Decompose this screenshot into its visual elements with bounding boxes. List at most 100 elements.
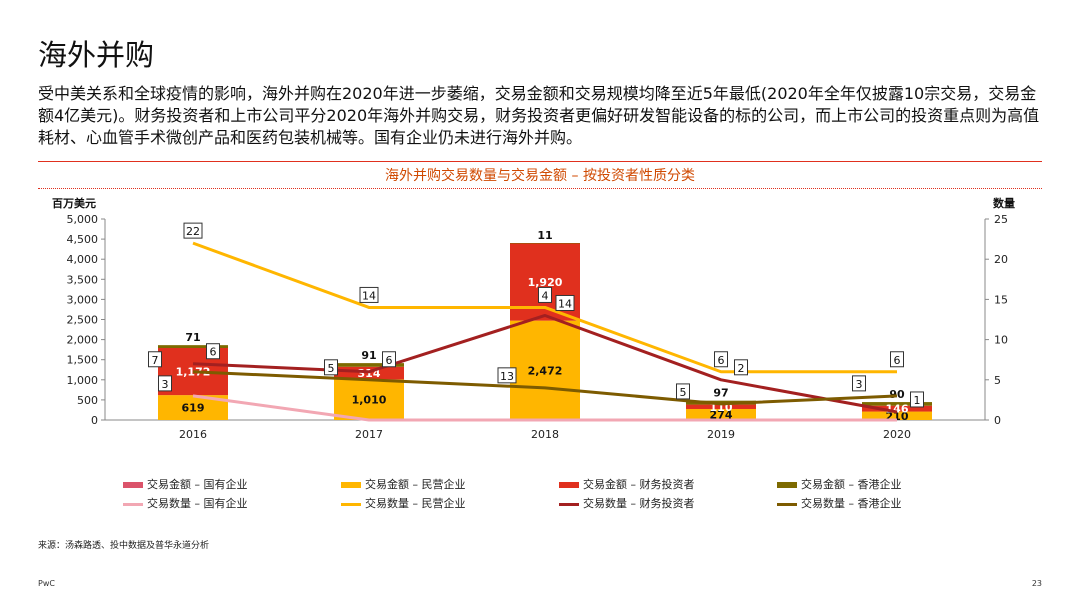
legend-item: 交易数量 – 国有企业 xyxy=(123,495,248,511)
series-line xyxy=(192,370,898,406)
left-tick-label: 3,000 xyxy=(67,293,99,306)
legend-label: 交易数量 – 香港企业 xyxy=(801,497,902,510)
line-value-label: 4 xyxy=(542,289,549,302)
legend-item: 交易数量 – 财务投资者 xyxy=(559,495,695,511)
line-value-box xyxy=(676,383,690,400)
x-tick-label: 2018 xyxy=(531,428,559,441)
series-line xyxy=(192,241,897,374)
line-value-label: 3 xyxy=(162,378,169,391)
left-tick-label: 500 xyxy=(77,394,98,407)
title-divider xyxy=(38,161,1042,162)
bar xyxy=(862,405,932,412)
bar-value-label: 11 xyxy=(537,229,552,242)
legend-item: 交易金额 – 财务投资者 xyxy=(559,476,695,492)
bar xyxy=(862,411,932,420)
line-value-box xyxy=(555,294,575,311)
line-value-label: 2 xyxy=(738,362,745,375)
right-tick-label: 10 xyxy=(994,334,1008,347)
bar-value-label: 619 xyxy=(182,402,205,415)
left-tick-label: 2,500 xyxy=(67,314,99,327)
line-value-label: 6 xyxy=(210,346,217,359)
legend-item: 交易数量 – 香港企业 xyxy=(777,495,902,511)
left-tick-label: 4,500 xyxy=(67,233,99,246)
line-value-label: 5 xyxy=(328,362,335,375)
legend-item: 交易金额 – 香港企业 xyxy=(777,476,902,492)
legend-swatch xyxy=(123,482,143,488)
bar xyxy=(686,408,756,420)
line-value-label: 14 xyxy=(558,297,572,310)
line-value-box xyxy=(852,375,866,392)
legend-swatch xyxy=(559,502,579,506)
legend-label: 交易数量 – 财务投资者 xyxy=(583,497,695,510)
bar xyxy=(334,379,404,420)
right-tick-label: 25 xyxy=(994,213,1008,226)
line-value-label: 6 xyxy=(894,354,901,367)
legend-label: 交易数量 – 国有企业 xyxy=(147,497,248,510)
line-value-label: 7 xyxy=(152,354,159,367)
line-value-box xyxy=(324,359,338,376)
bar xyxy=(686,404,756,409)
right-tick-label: 15 xyxy=(994,293,1008,306)
legend-swatch xyxy=(341,482,361,488)
footer-brand: PwC xyxy=(38,579,55,588)
series-line xyxy=(192,313,898,414)
page-title: 海外并购 xyxy=(38,38,155,72)
line-value-box xyxy=(910,391,924,408)
legend-label: 交易金额 – 财务投资者 xyxy=(583,478,695,491)
bar-value-label: 97 xyxy=(713,387,728,400)
right-tick-label: 0 xyxy=(994,414,1001,427)
bar xyxy=(510,320,580,420)
legend-label: 交易金额 – 香港企业 xyxy=(801,478,902,491)
bar-value-label: 274 xyxy=(710,408,733,421)
series-line xyxy=(192,394,897,422)
left-tick-label: 5,000 xyxy=(67,213,99,226)
bar xyxy=(158,345,228,349)
left-tick-label: 3,500 xyxy=(67,273,99,286)
left-axis-title: 百万美元 xyxy=(52,196,96,210)
x-tick-label: 2020 xyxy=(883,428,911,441)
bar-value-label: 2,472 xyxy=(528,364,563,377)
right-tick-label: 20 xyxy=(994,253,1008,266)
left-tick-label: 0 xyxy=(91,414,98,427)
line-value-label: 6 xyxy=(386,354,393,367)
chart-title-divider xyxy=(38,188,1042,189)
page-number: 23 xyxy=(1031,579,1042,588)
line-value-box xyxy=(183,222,203,239)
left-tick-label: 1,500 xyxy=(67,354,99,367)
line-value-box xyxy=(538,286,552,303)
source-note: 来源：汤森路透、投中数据及普华永道分析 xyxy=(38,541,210,551)
x-tick-label: 2017 xyxy=(355,428,383,441)
legend-swatch xyxy=(777,502,797,506)
legend-item: 交易金额 – 国有企业 xyxy=(123,476,248,492)
legend-item: 交易金额 – 民营企业 xyxy=(341,476,466,492)
line-value-label: 22 xyxy=(186,225,200,238)
legend-swatch xyxy=(777,482,797,488)
x-tick-label: 2019 xyxy=(707,428,735,441)
right-tick-label: 5 xyxy=(994,374,1001,387)
line-value-box xyxy=(734,359,748,376)
left-tick-label: 2,000 xyxy=(67,334,99,347)
chart-title: 海外并购交易数量与交易金额 – 按投资者性质分类 xyxy=(385,168,695,184)
bar-value-label: 1,010 xyxy=(352,394,387,407)
line-value-box xyxy=(497,367,517,384)
line-value-label: 6 xyxy=(718,354,725,367)
intro-paragraph: 受中美关系和全球疫情的影响，海外并购在2020年进一步萎缩，交易金额和交易规模均… xyxy=(38,84,1040,147)
bar-value-label: 71 xyxy=(185,331,200,344)
line-value-box xyxy=(714,351,728,368)
bar xyxy=(334,363,404,367)
legend-swatch xyxy=(341,502,361,506)
line-value-box xyxy=(206,343,220,360)
legend-label: 交易数量 – 民营企业 xyxy=(365,497,466,510)
line-value-label: 3 xyxy=(856,378,863,391)
legend-swatch xyxy=(123,502,143,506)
line-value-box xyxy=(158,375,172,392)
x-tick-label: 2016 xyxy=(179,428,207,441)
line-value-label: 14 xyxy=(362,289,376,302)
line-value-label: 13 xyxy=(500,370,514,383)
legend-label: 交易金额 – 国有企业 xyxy=(147,478,248,491)
legend-swatch xyxy=(559,482,579,488)
line-value-label: 5 xyxy=(680,386,687,399)
right-axis-title: 数量 xyxy=(993,196,1015,210)
bar-value-label: 1,920 xyxy=(528,276,563,289)
line-value-box xyxy=(382,351,396,368)
